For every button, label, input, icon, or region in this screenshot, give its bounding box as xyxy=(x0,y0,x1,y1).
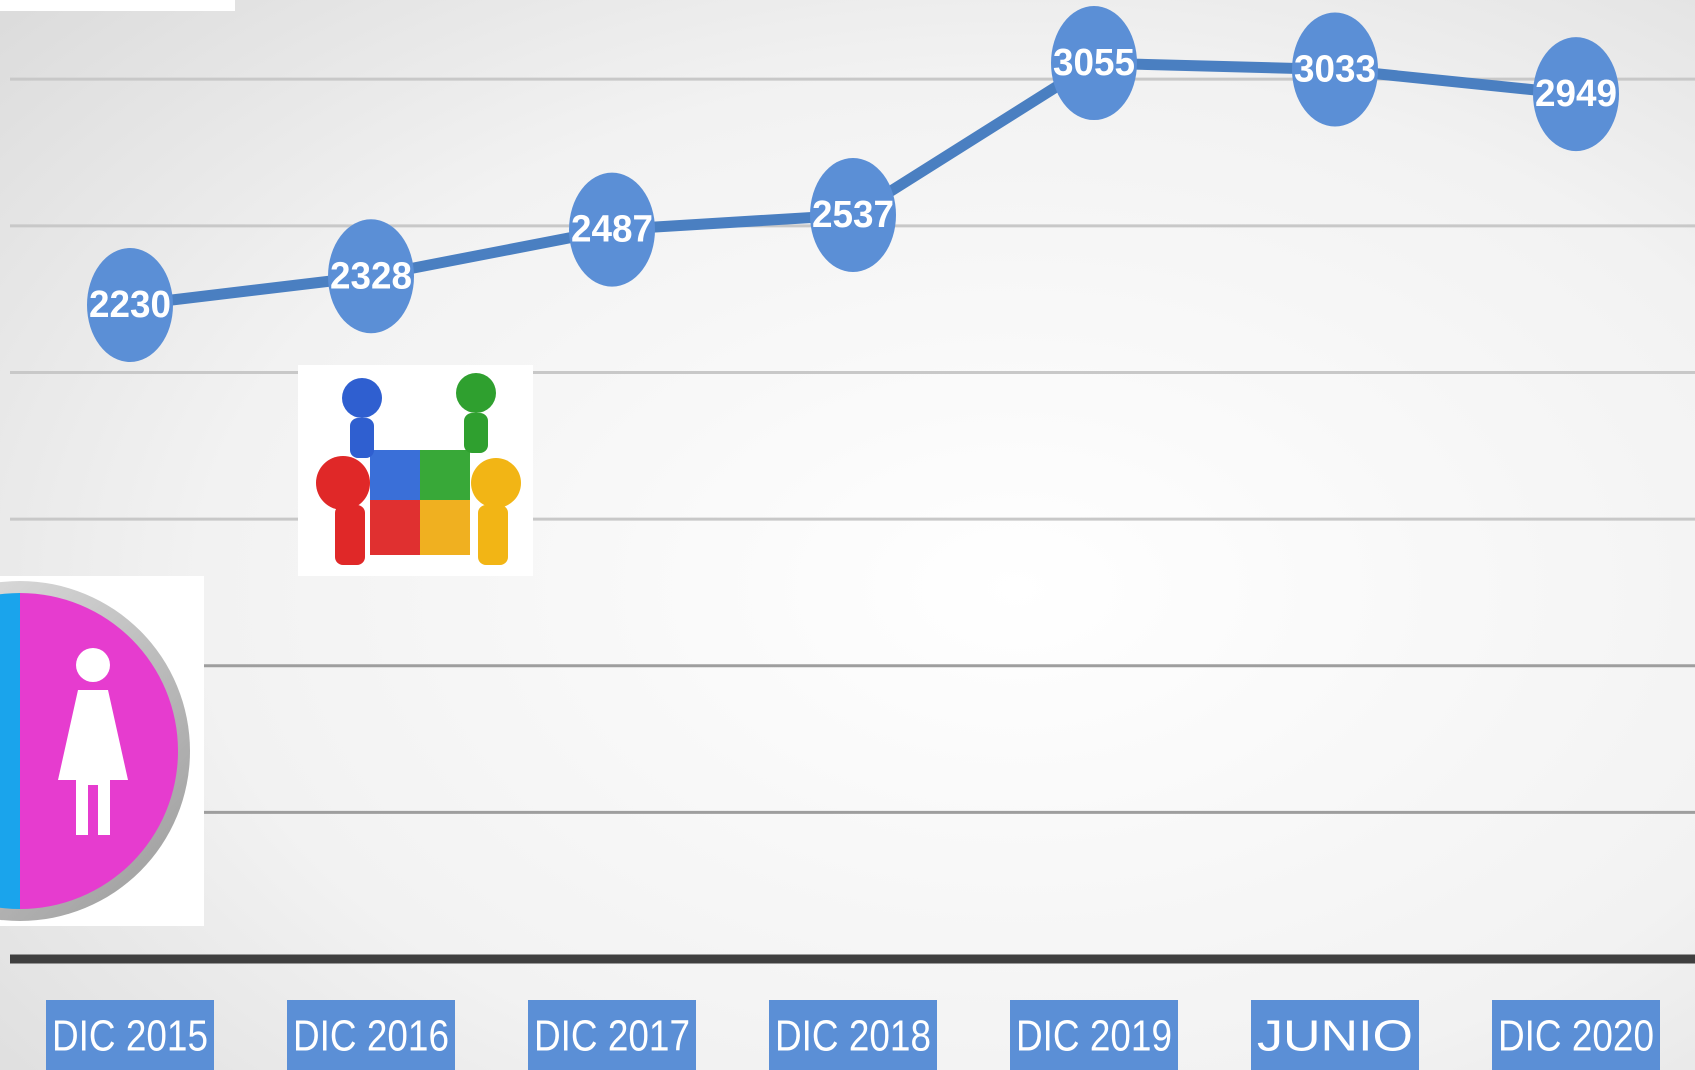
data-label: 3033 xyxy=(1294,49,1376,91)
x-label-box xyxy=(1010,1000,1178,1070)
data-label: 2537 xyxy=(812,194,894,236)
x-tick-label: DIC 2019 xyxy=(1016,1012,1172,1061)
x-label-box xyxy=(287,1000,455,1070)
x-tick-label: DIC 2020 xyxy=(1498,1012,1654,1061)
x-tick-label: DIC 2018 xyxy=(775,1012,931,1061)
x-label-box xyxy=(1251,1000,1419,1070)
x-tick-label: DIC 2017 xyxy=(534,1012,690,1061)
x-label-box xyxy=(46,1000,214,1070)
data-label: 2328 xyxy=(330,255,412,297)
point-marker xyxy=(569,172,655,287)
x-tick-label: JUNIO xyxy=(1257,1012,1413,1061)
data-label: 2487 xyxy=(571,209,653,251)
puzzle-image xyxy=(298,365,533,576)
point-marker xyxy=(87,248,173,363)
data-label: 2230 xyxy=(89,284,171,326)
corner-patch xyxy=(0,0,235,11)
point-marker xyxy=(1292,12,1378,127)
restroom-icon xyxy=(0,576,204,926)
x-label-box xyxy=(528,1000,696,1070)
point-marker xyxy=(1533,37,1619,152)
x-label-box xyxy=(1492,1000,1660,1070)
x-tick-label: DIC 2016 xyxy=(293,1012,449,1061)
x-tick-label: DIC 2015 xyxy=(52,1012,208,1061)
point-marker xyxy=(328,219,414,334)
point-marker xyxy=(1051,6,1137,121)
x-label-box xyxy=(769,1000,937,1070)
data-label: 2949 xyxy=(1535,73,1617,115)
plot: DIC 2015 DIC 2016 DIC 2017 DIC 2018 DIC 2019… xyxy=(46,6,1660,1070)
data-label: 3055 xyxy=(1053,42,1135,84)
point-marker xyxy=(810,157,896,272)
